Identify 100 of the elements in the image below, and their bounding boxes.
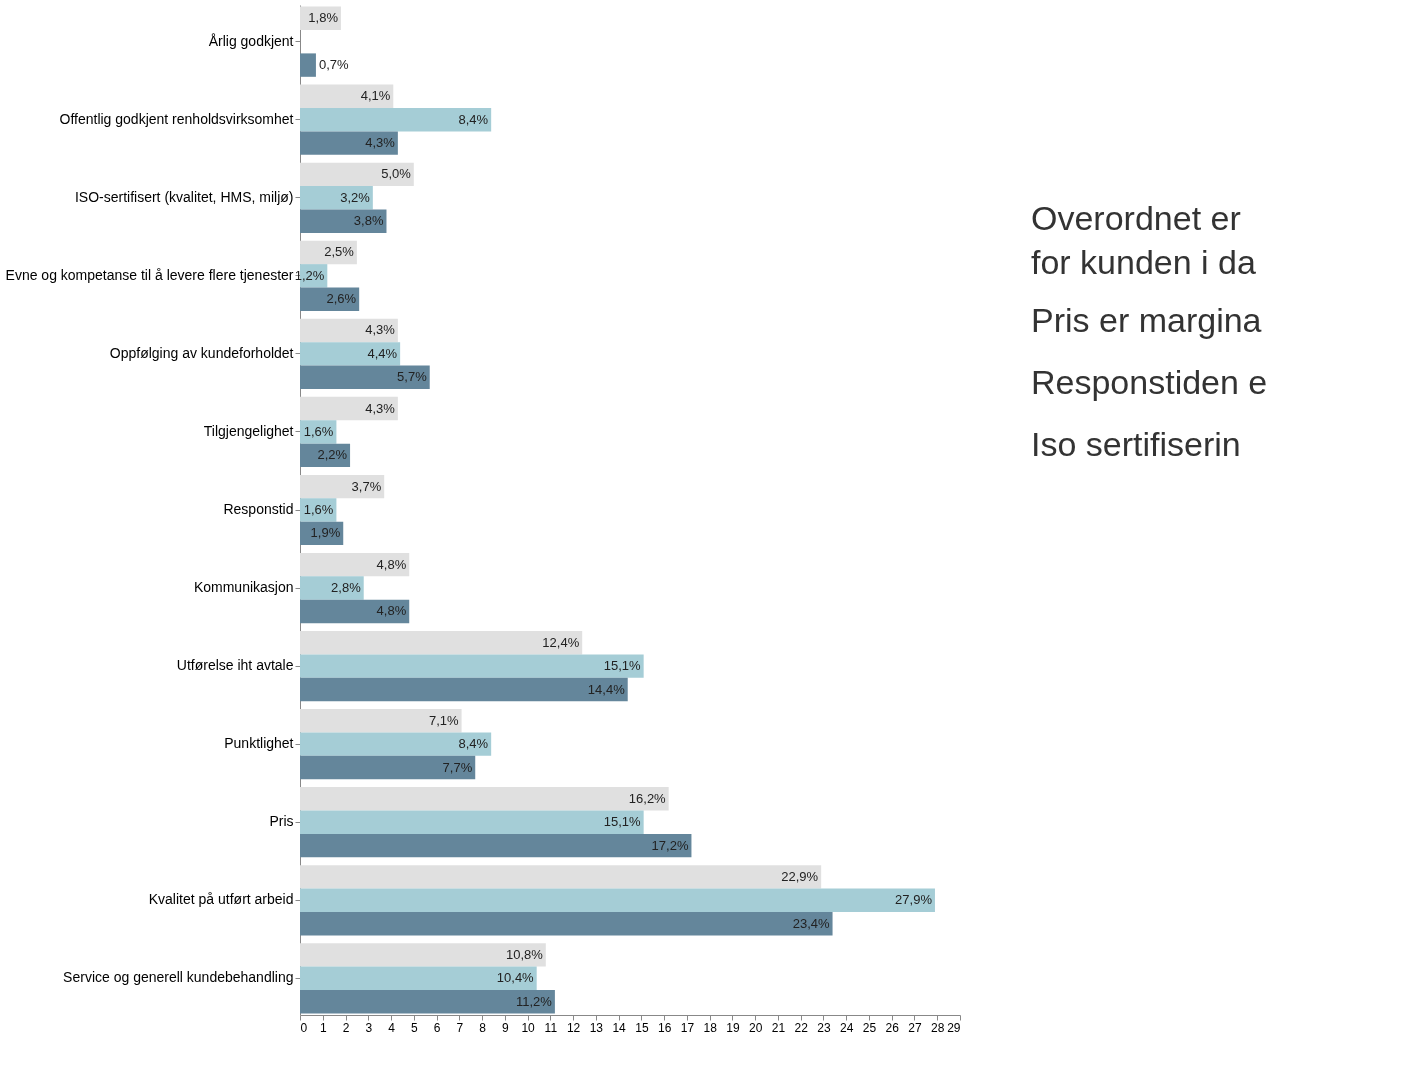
y-tick-label: ISO-sertifisert (kvalitet, HMS, miljø) — [74, 188, 294, 205]
x-tick-label: 14 — [612, 1020, 627, 1035]
data-label: 7,7% — [442, 759, 473, 775]
x-tick-label: 27 — [908, 1020, 922, 1035]
y-tick-label: Kvalitet på utført arbeid — [148, 891, 294, 908]
data-label: 8,4% — [458, 111, 489, 127]
data-label: 3,2% — [340, 189, 371, 205]
x-tick-label: 25 — [862, 1020, 877, 1035]
bar — [300, 833, 692, 858]
bar — [300, 732, 492, 756]
bar — [300, 552, 410, 577]
y-tick-label: Offentlig godkjent renholdsvirksomhet — [59, 110, 294, 127]
data-label: 11,2% — [515, 993, 553, 1009]
bar — [300, 865, 822, 889]
bar — [300, 943, 546, 967]
bar — [300, 365, 430, 390]
x-tick-label: 23 — [817, 1020, 831, 1035]
bar — [300, 654, 644, 678]
x-tick-label: 0 — [300, 1020, 308, 1035]
bar — [300, 108, 492, 132]
data-label: 16,2% — [628, 790, 667, 806]
bar — [300, 53, 316, 77]
bar — [300, 755, 476, 780]
bar — [300, 162, 414, 187]
y-tick-label: Responstid — [223, 501, 294, 517]
x-tick-label: 13 — [589, 1020, 604, 1035]
x-tick-label: 17 — [680, 1020, 695, 1035]
x-tick-label: 9 — [501, 1020, 509, 1035]
data-label: 22,9% — [781, 868, 819, 884]
data-label: 4,4% — [367, 345, 398, 361]
bar — [300, 599, 410, 624]
x-tick-label: 12 — [566, 1020, 581, 1035]
text: Overordnet er for kunden i da — [1031, 199, 1257, 281]
data-label: 4,3% — [365, 400, 396, 416]
text: Iso sertifiserin — [1031, 425, 1241, 463]
data-label: 17,2% — [651, 837, 689, 853]
data-label: 4,8% — [376, 603, 407, 619]
data-label: 2,5% — [324, 244, 355, 260]
x-tick-label: 6 — [433, 1020, 441, 1035]
x-tick-label: 4 — [388, 1020, 396, 1035]
x-tick-label: 26 — [885, 1020, 900, 1035]
x-tick-label: 28 — [931, 1020, 945, 1035]
data-label: 2,2% — [317, 447, 348, 463]
y-tick-label: Evne og kompetanse til å levere flere tjenester — [5, 266, 294, 283]
bar — [300, 888, 935, 912]
y-tick-label: Punktlighet — [224, 735, 294, 752]
x-tick-label: 24 — [840, 1020, 854, 1035]
data-label: 4,1% — [360, 88, 391, 104]
x-tick-label: 3 — [365, 1020, 373, 1035]
data-label: 3,7% — [351, 478, 382, 494]
data-label: 10,8% — [505, 946, 544, 962]
y-tick-label: Tilgjengelighet — [203, 422, 294, 439]
bar — [300, 209, 387, 233]
data-label: 5,0% — [381, 166, 412, 182]
bar — [300, 787, 669, 811]
y-tick-label: Kommunikasjon — [193, 579, 294, 596]
bar — [300, 709, 462, 733]
data-label: 23,4% — [792, 915, 830, 931]
y-tick-label: Service og generell kundebehandling — [63, 969, 294, 986]
data-label: 12,4% — [542, 634, 580, 650]
y-tick-label: Utførelse iht avtale — [176, 657, 294, 674]
y-tick-label: Oppfølging av kundeforholdet — [109, 344, 294, 361]
bar — [300, 84, 394, 109]
x-tick-label: 11 — [544, 1020, 558, 1035]
y-tick-label: Pris — [269, 813, 294, 830]
data-label: 4,8% — [376, 556, 407, 572]
bar — [300, 318, 398, 343]
data-label: 2,8% — [331, 580, 362, 596]
bar — [300, 576, 364, 600]
data-label: 1,2% — [294, 267, 325, 283]
data-label: 1,9% — [310, 525, 341, 541]
x-tick-label: 10 — [521, 1020, 536, 1035]
data-label: 1,6% — [303, 423, 334, 439]
bar — [300, 396, 398, 421]
bar — [300, 810, 644, 834]
bar — [300, 911, 833, 936]
data-label: 0,7% — [318, 57, 349, 73]
text: Responstiden e — [1031, 363, 1268, 401]
bar — [300, 630, 583, 655]
bar — [300, 966, 537, 991]
data-label: 5,7% — [397, 369, 428, 385]
bar — [300, 131, 398, 155]
x-tick-label: 7 — [456, 1020, 464, 1035]
data-label: 14,4% — [587, 681, 626, 697]
data-label: 15,1% — [603, 658, 642, 674]
data-label: 3,8% — [353, 213, 384, 229]
bar — [300, 990, 555, 1014]
bar — [300, 474, 385, 499]
x-tick-label: 18 — [703, 1020, 718, 1035]
data-label: 4,3% — [365, 135, 396, 151]
x-tick-label: 1 — [319, 1020, 327, 1035]
y-tick-label: Årlig godkjent — [208, 32, 294, 49]
x-tick-label: 8 — [479, 1020, 487, 1035]
x-tick-label: 2 — [342, 1020, 350, 1035]
data-label: 1,6% — [303, 502, 334, 517]
data-label: 4,3% — [365, 322, 396, 338]
x-tick-label: 29 — [947, 1020, 961, 1035]
x-tick-label: 21 — [771, 1020, 786, 1035]
data-label: 1,8% — [308, 10, 339, 26]
x-tick-label: 15 — [635, 1020, 649, 1035]
